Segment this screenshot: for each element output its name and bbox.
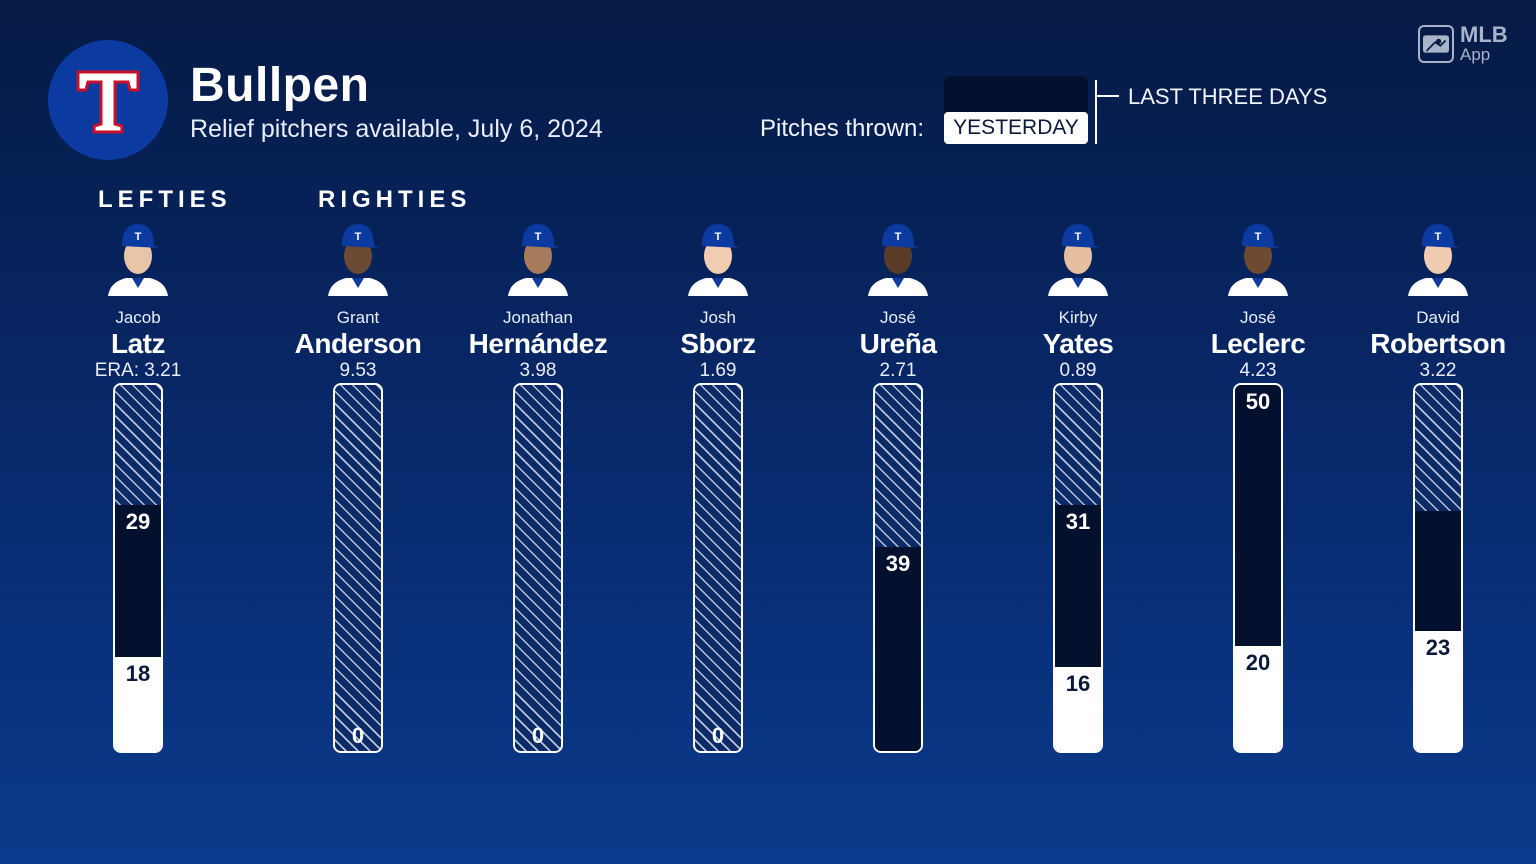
player-era: 9.53: [339, 360, 377, 381]
bar-label-last-three-days: 29: [125, 509, 151, 535]
player-card: T Jonathan Hernández 3.98: [448, 216, 628, 382]
bar-segment-yesterday: [115, 656, 161, 751]
player-photo-icon: T: [106, 216, 170, 296]
player-card: T José Leclerc 4.23: [1168, 216, 1348, 382]
legend-last-three-days: LAST THREE DAYS: [1128, 84, 1328, 109]
player-card: T Josh Sborz 1.69: [628, 216, 808, 382]
player-photo-icon: T: [326, 216, 390, 296]
mlb-silhouette-icon: [1423, 34, 1449, 53]
bar-segment-yesterday: [1055, 667, 1101, 751]
svg-text:T: T: [135, 231, 142, 243]
player-first-name: Jacob: [115, 308, 161, 327]
player-photo-icon: T: [1046, 216, 1110, 296]
player-card: T David Robertson 3.22: [1348, 216, 1528, 382]
player-first-name: Jonathan: [503, 308, 573, 327]
rangers-t-logo-icon: [48, 40, 168, 160]
bar-segment-last-three-days: [115, 505, 161, 657]
rangers-t-logo-glyph: [76, 70, 140, 134]
svg-text:T: T: [535, 231, 542, 243]
player-era: 3.98: [519, 360, 557, 381]
player-card: T Grant Anderson 9.53: [268, 216, 448, 382]
pitch-count-bar: 29 18: [113, 383, 163, 753]
player-last-name: Robertson: [1370, 328, 1506, 359]
bar-segment-last-three-days: [875, 547, 921, 751]
player-last-name: Latz: [111, 328, 166, 359]
pitch-count-bar: 39: [873, 383, 923, 753]
player-last-name: Yates: [1042, 328, 1114, 359]
player-era: 2.71: [879, 360, 917, 381]
svg-text:T: T: [355, 231, 362, 243]
player-first-name: José: [880, 308, 916, 327]
player-card: T José Ureña 2.71: [808, 216, 988, 382]
legend-label: Pitches thrown:: [760, 115, 925, 142]
player-era: 4.23: [1239, 360, 1277, 381]
svg-text:T: T: [715, 231, 722, 243]
pitch-count-bar: 31 16: [1053, 383, 1103, 753]
bar-label-yesterday: 0: [531, 723, 545, 748]
legend-yesterday: YESTERDAY: [944, 112, 1088, 144]
bar-segment-last-three-days: [1055, 505, 1101, 668]
bar-segment-last-three-days: [1235, 385, 1281, 647]
player-photo-icon: T: [866, 216, 930, 296]
pitch-count-bar: 0: [513, 383, 563, 753]
player-photo-icon: T: [1406, 216, 1470, 296]
bar-segment-yesterday: [1235, 646, 1281, 751]
bar-label-last-three-days: 39: [885, 551, 911, 577]
group-label-lefties: LEFTIES: [98, 186, 232, 213]
svg-text:T: T: [895, 231, 902, 243]
pitch-count-bar: 0: [333, 383, 383, 753]
legend-swatch-last-three-days: [944, 76, 1088, 116]
player-last-name: Leclerc: [1210, 328, 1306, 359]
svg-text:T: T: [1075, 231, 1082, 243]
player-photo-icon: T: [506, 216, 570, 296]
pitch-count-bar: 23: [1413, 383, 1463, 753]
bar-segment-yesterday: [1415, 630, 1461, 751]
svg-text:T: T: [1255, 231, 1262, 243]
mlb-app-icon: [1418, 24, 1454, 63]
mlb-brand-line1: MLB: [1460, 22, 1508, 47]
player-first-name: Grant: [336, 308, 380, 327]
player-first-name: José: [1240, 308, 1276, 327]
pitch-count-bar: 50 20: [1233, 383, 1283, 753]
player-last-name: Ureña: [859, 328, 937, 359]
mlb-brand-line2: App: [1460, 45, 1491, 64]
bar-label-last-three-days: 50: [1245, 389, 1271, 414]
player-era: 0.89: [1059, 360, 1097, 381]
player-era: 1.69: [699, 360, 737, 381]
player-photo-icon: T: [686, 216, 750, 296]
player-card: T Kirby Yates 0.89: [988, 216, 1168, 382]
mlb-app-badge: MLB App: [1418, 24, 1508, 63]
player-first-name: Kirby: [1058, 308, 1098, 327]
player-last-name: Anderson: [294, 328, 422, 359]
page-subtitle: Relief pitchers available, July 6, 2024: [190, 115, 603, 143]
bar-label-yesterday: 0: [711, 723, 725, 748]
bar-label-last-three-days: 31: [1065, 509, 1091, 535]
player-first-name: David: [1416, 308, 1460, 327]
legend-bracket: [1095, 80, 1097, 144]
bar-label-yesterday: 23: [1425, 634, 1451, 660]
player-card: T Jacob Latz ERA: 3.21: [48, 216, 228, 382]
pitch-count-bar: 0: [693, 383, 743, 753]
player-last-name: Hernández: [468, 328, 608, 359]
group-label-righties: RIGHTIES: [318, 186, 472, 213]
player-era: ERA: 3.21: [94, 360, 182, 381]
bar-label-yesterday: 18: [125, 660, 151, 686]
legend-tick: [1095, 95, 1119, 97]
svg-text:T: T: [1435, 231, 1442, 243]
player-last-name: Sborz: [680, 328, 756, 359]
player-photo-icon: T: [1226, 216, 1290, 296]
bar-label-yesterday: 16: [1065, 671, 1091, 697]
bar-label-yesterday: 0: [351, 723, 365, 748]
player-first-name: Josh: [700, 308, 736, 327]
bar-label-yesterday: 20: [1245, 650, 1271, 676]
page-title: Bullpen: [190, 59, 370, 112]
bar-segment-last-three-days: [1415, 510, 1461, 631]
player-era: 3.22: [1419, 360, 1457, 381]
